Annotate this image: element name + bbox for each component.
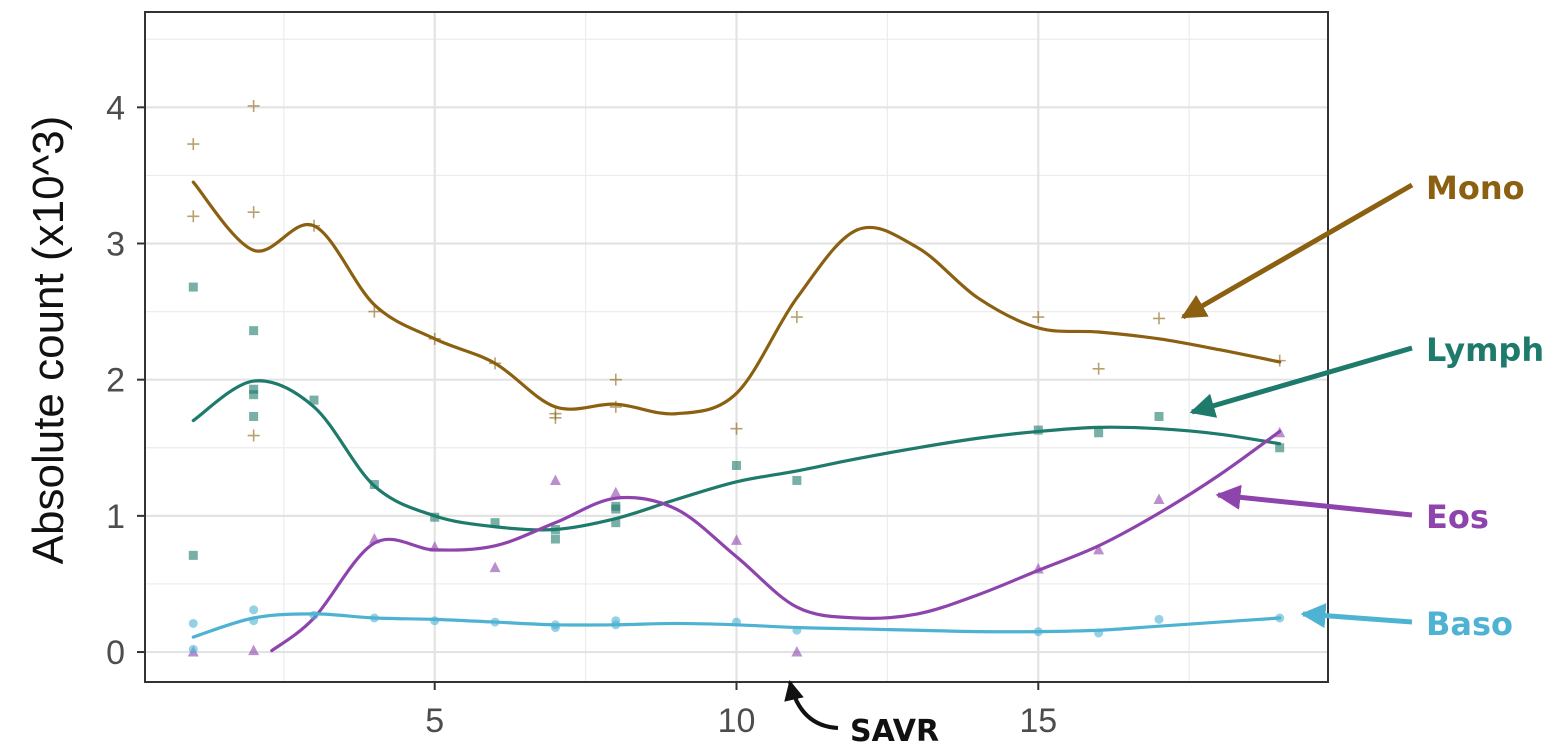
data-point-baso bbox=[189, 645, 198, 654]
data-point-lymph bbox=[249, 412, 258, 421]
data-point-mono bbox=[1093, 363, 1105, 375]
y-axis-label: Absolute count (x10^3) bbox=[24, 116, 73, 565]
data-point-eos bbox=[490, 562, 501, 573]
data-point-mono bbox=[791, 311, 803, 323]
data-point-mono bbox=[187, 210, 199, 222]
data-point-baso bbox=[1155, 615, 1164, 624]
y-tick-label: 2 bbox=[106, 362, 125, 400]
data-point-eos bbox=[248, 645, 259, 656]
data-point-lymph bbox=[1094, 428, 1103, 437]
data-point-eos bbox=[550, 474, 561, 485]
data-point-mono bbox=[248, 206, 260, 218]
data-point-lymph bbox=[249, 326, 258, 335]
data-point-mono bbox=[187, 138, 199, 150]
arrow-baso bbox=[1303, 614, 1412, 622]
annotation-label-mono: Mono bbox=[1426, 169, 1525, 207]
y-tick-label: 0 bbox=[106, 634, 125, 672]
arrow-mono bbox=[1183, 185, 1412, 317]
arrow-savr bbox=[790, 682, 838, 728]
arrow-eos bbox=[1218, 495, 1412, 515]
annotation-baso: Baso bbox=[1303, 605, 1513, 643]
data-point-eos bbox=[610, 487, 621, 498]
y-tick-label: 1 bbox=[106, 498, 125, 536]
axis-ticks: 5 10 15 0 1 2 3 4 bbox=[106, 89, 1057, 740]
annotation-savr: SAVR bbox=[790, 682, 939, 747]
annotation-label-lymph: Lymph bbox=[1426, 331, 1544, 369]
annotation-label-savr: SAVR bbox=[850, 714, 939, 747]
data-point-lymph bbox=[249, 390, 258, 399]
x-tick-label: 10 bbox=[718, 702, 756, 740]
data-point-mono bbox=[1032, 311, 1044, 323]
data-point-lymph bbox=[792, 476, 801, 485]
data-point-lymph bbox=[189, 551, 198, 560]
data-point-baso bbox=[249, 605, 258, 614]
data-point-eos bbox=[1154, 494, 1165, 505]
data-point-mono bbox=[248, 430, 260, 442]
x-tick-label: 15 bbox=[1019, 702, 1057, 740]
y-tick-label: 4 bbox=[106, 89, 125, 127]
data-point-mono bbox=[610, 374, 622, 386]
data-point-lymph bbox=[611, 505, 620, 514]
x-tick-label: 5 bbox=[425, 702, 444, 740]
data-point-lymph bbox=[189, 283, 198, 292]
data-point-mono bbox=[1153, 312, 1165, 324]
annotation-label-baso: Baso bbox=[1426, 605, 1513, 643]
grid bbox=[145, 12, 1328, 682]
data-point-eos bbox=[731, 534, 742, 545]
data-point-baso bbox=[189, 619, 198, 628]
data-point-mono bbox=[731, 423, 743, 435]
annotation-label-eos: Eos bbox=[1426, 498, 1489, 536]
data-point-lymph bbox=[551, 535, 560, 544]
data-point-lymph bbox=[732, 461, 741, 470]
data-point-lymph bbox=[1155, 412, 1164, 421]
y-tick-label: 3 bbox=[106, 226, 125, 264]
data-point-mono bbox=[248, 100, 260, 112]
annotation-lymph: Lymph bbox=[1192, 331, 1544, 412]
